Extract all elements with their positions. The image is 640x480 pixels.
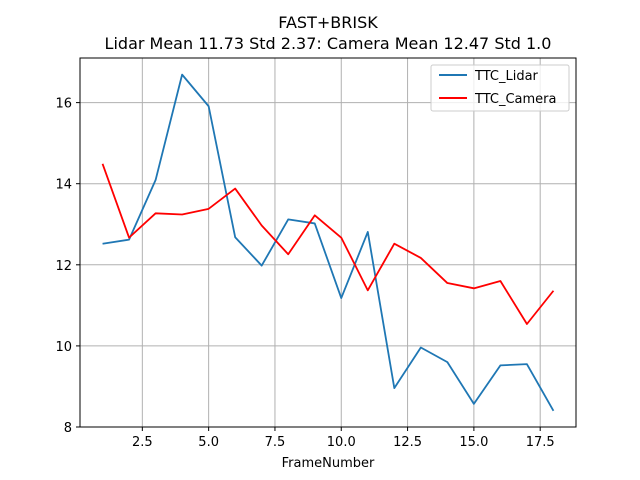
axes-frame <box>79 57 577 428</box>
grid <box>80 58 576 428</box>
legend-box <box>430 64 570 112</box>
series-line-lidar <box>102 73 555 412</box>
axes <box>76 57 577 431</box>
x-tick-label: 17.5 <box>526 435 555 450</box>
series-line-camera <box>101 163 555 325</box>
legend: TTC_Lidar TTC_Camera <box>430 64 570 112</box>
y-tick-label: 12 <box>55 259 72 274</box>
x-tick-label: 10.0 <box>327 435 356 450</box>
x-tick-label: 5.0 <box>198 435 219 450</box>
chart-title: FAST+BRISK <box>278 13 378 32</box>
chart-subtitle: Lidar Mean 11.73 Std 2.37: Camera Mean 1… <box>105 34 552 53</box>
y-tick-label: 14 <box>55 178 72 193</box>
legend-label-camera: TTC_Camera <box>474 92 557 107</box>
x-tick-label: 15.0 <box>459 435 488 450</box>
series-lines <box>101 73 555 412</box>
y-tick-label: 10 <box>55 340 72 355</box>
x-axis-label: FrameNumber <box>282 456 375 471</box>
x-tick-label: 7.5 <box>265 435 286 450</box>
x-tick-label: 2.5 <box>132 435 153 450</box>
legend-label-lidar: TTC_Lidar <box>474 69 539 84</box>
tick-labels: 2.5 5.0 7.5 10.0 12.5 15.0 17.5 8 10 12 14 16 <box>55 97 554 450</box>
y-tick-label: 8 <box>64 421 72 436</box>
x-tick-label: 12.5 <box>393 435 422 450</box>
y-tick-label: 16 <box>55 97 72 112</box>
plot-area <box>80 58 576 427</box>
